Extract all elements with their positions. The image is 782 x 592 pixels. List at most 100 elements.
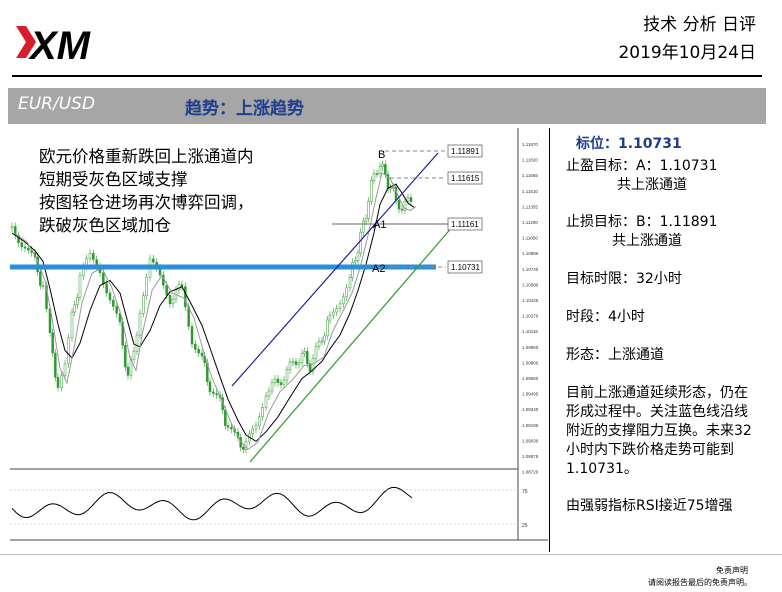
point-label-b: B <box>378 149 385 161</box>
chart-commentary: 欧元价格重新跌回上涨通道内 短期受灰色区域支撑 按图轻仓进场再次博弈回调， 跌破… <box>39 145 254 237</box>
price-label: 1.11615 <box>451 174 480 183</box>
price-axis-tick: 1.09185 <box>522 423 539 428</box>
price-axis-tick: 1.10895 <box>522 251 539 256</box>
candle-body <box>17 235 20 243</box>
commentary-line: 跌破灰色区域加仓 <box>39 216 171 235</box>
candle-body <box>45 285 48 310</box>
point-label-a2: A2 <box>372 263 385 275</box>
candle-body <box>112 299 115 307</box>
candle-body <box>88 253 92 259</box>
candle-body <box>258 416 261 427</box>
rsi-tick-25: 25 <box>522 523 528 529</box>
candle-body <box>212 391 215 394</box>
candle-body <box>359 231 362 254</box>
candle-body <box>403 200 407 211</box>
candle-body <box>342 296 345 305</box>
price-axis-tick: 1.09030 <box>522 438 539 443</box>
disclaimer-title: 免责声明 <box>716 566 748 575</box>
candle-body <box>279 382 283 385</box>
candle-body <box>102 272 105 285</box>
candle-body <box>400 208 404 211</box>
candle-body <box>226 425 230 428</box>
candle-body <box>197 349 200 354</box>
price-axis-tick: 1.11200 <box>522 220 538 225</box>
candle-body <box>328 314 332 321</box>
price-label-box <box>447 171 483 185</box>
commentary-line: 按图轻仓进场再次博弈回调， <box>39 193 254 212</box>
panel-divider <box>549 128 550 552</box>
candle-body <box>168 294 172 305</box>
price-axis-tick: 1.09805 <box>522 360 539 365</box>
price-axis-tick: 1.09960 <box>522 345 539 350</box>
candle-body <box>273 378 277 383</box>
candle-body <box>78 275 82 298</box>
candle-body <box>300 352 304 363</box>
candle-body <box>70 311 74 338</box>
candle-body <box>200 352 204 357</box>
candle-body <box>67 337 70 365</box>
logo-text: XM <box>28 24 92 66</box>
candle-body <box>73 304 76 313</box>
candle-body <box>384 164 387 175</box>
candle-body <box>224 409 227 426</box>
price-label: 1.11891 <box>451 147 480 156</box>
candle-body <box>244 440 248 450</box>
candle-body <box>92 253 95 260</box>
candle-body <box>56 377 60 388</box>
upper-channel-line <box>231 152 439 387</box>
candle-body <box>285 369 289 381</box>
trend-label: 趋势：上涨趋势 <box>185 99 304 119</box>
price-axis-tick: 1.10115 <box>522 329 538 334</box>
price-axis-tick: 1.10740 <box>522 267 539 272</box>
sl-target: 止损目标：B：1.11891 <box>566 214 718 230</box>
candle-body <box>354 260 357 263</box>
price-axis-tick: 1.09340 <box>522 407 539 412</box>
candle-body <box>41 285 45 287</box>
candle-body <box>294 361 298 365</box>
header-divider <box>12 75 762 77</box>
candle-body <box>338 303 342 309</box>
candle-body <box>323 335 326 342</box>
candle-body <box>303 351 306 354</box>
lower-channel-line <box>249 225 454 463</box>
candle-body <box>314 345 318 359</box>
sl-note: 共上涨通道 <box>612 233 682 249</box>
price-axis-tick: 1.11970 <box>522 142 538 147</box>
level-label: 标位：1.10731 <box>576 136 682 152</box>
rsi-tick-75: 75 <box>522 489 528 495</box>
price-label-box <box>447 260 483 274</box>
candle-body <box>152 258 155 263</box>
candle-body <box>370 180 373 202</box>
time-target: 目标时限：32小时 <box>566 271 682 287</box>
candle-body <box>375 173 379 175</box>
price-axis-tick: 1.09650 <box>522 376 539 381</box>
candle-body <box>372 173 376 181</box>
candle-body <box>105 283 108 294</box>
candle-body <box>132 350 136 360</box>
candle-body <box>264 395 268 408</box>
price-chart: 1.11970 1.11820 1.11665 1.11510 1.11355 1.112… <box>10 128 548 554</box>
candle-body <box>190 326 194 345</box>
candle-body <box>54 352 57 378</box>
analysis-line: 小时内下跌价格走势可能到 <box>566 442 734 458</box>
candle-body <box>326 319 329 337</box>
price-axis-tick: 1.08720 <box>522 470 539 475</box>
tp-note: 共上涨通道 <box>617 177 687 193</box>
price-axis-tick: 1.11510 <box>522 189 538 194</box>
analysis-line: 目前上涨通道延续形态，仍在 <box>566 385 748 401</box>
candle-body <box>208 381 212 393</box>
candle-body <box>27 247 30 251</box>
candle-body <box>276 378 280 383</box>
candle-body <box>20 242 23 248</box>
candle-body <box>297 362 301 365</box>
candle-body <box>194 343 197 350</box>
candle-body <box>135 334 139 352</box>
rsi-note: 由强弱指标RSI接近75增强 <box>566 498 733 514</box>
candle-body <box>60 375 63 388</box>
price-label-box <box>447 217 483 231</box>
candle-body <box>378 166 382 174</box>
analysis-line: 形成过程中。关注蓝色线沿线 <box>566 404 748 420</box>
candle-body <box>397 200 401 210</box>
candle-body <box>288 361 292 371</box>
candle-body <box>367 200 370 219</box>
